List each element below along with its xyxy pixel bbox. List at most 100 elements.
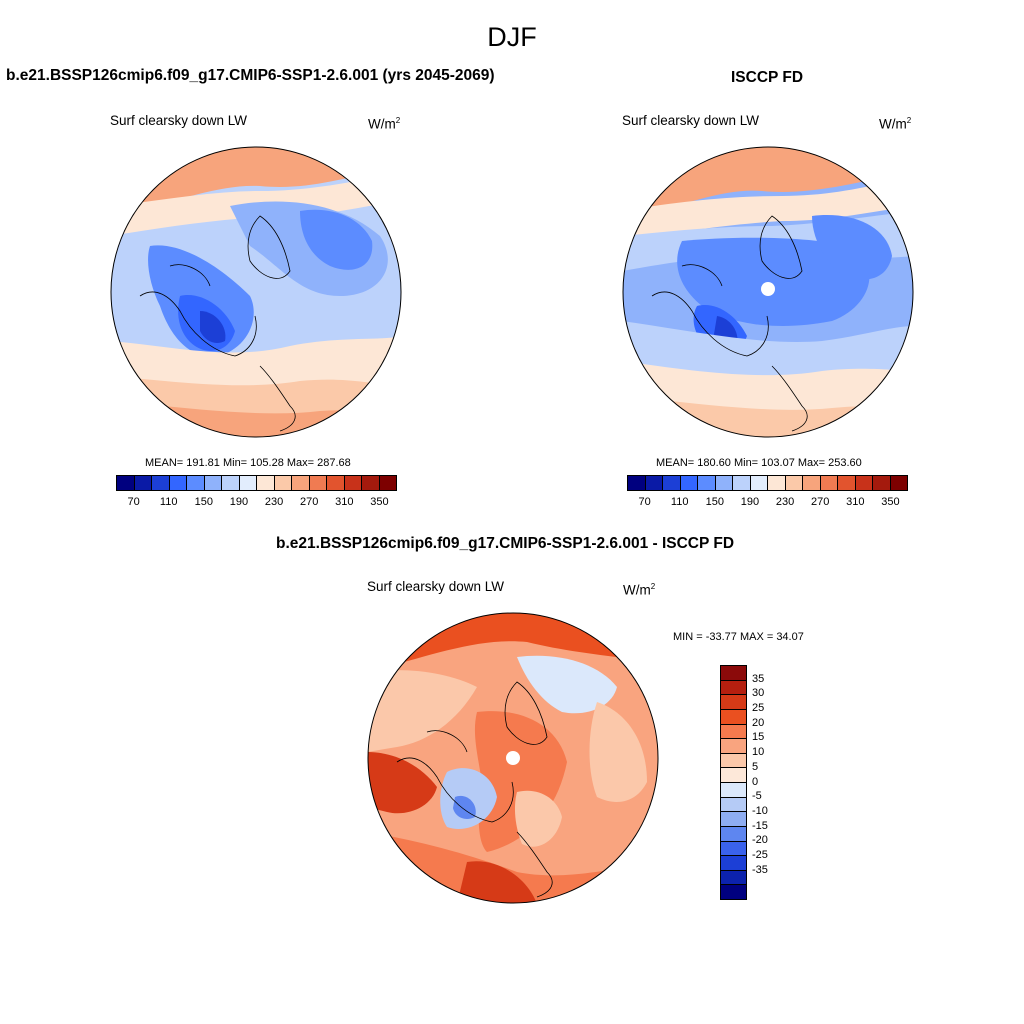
colorbar-swatch bbox=[715, 476, 733, 490]
colorbar-tick: -35 bbox=[752, 863, 768, 876]
colorbar-swatch bbox=[204, 476, 222, 490]
colorbar-swatch bbox=[721, 695, 746, 710]
diff-colorbar bbox=[720, 665, 747, 900]
figure-title: DJF bbox=[487, 22, 537, 52]
colorbar-swatch bbox=[292, 476, 310, 490]
colorbar-swatch bbox=[680, 476, 698, 490]
colorbar-swatch bbox=[239, 476, 257, 490]
colorbar-swatch bbox=[379, 476, 396, 490]
colorbar-swatch bbox=[152, 476, 170, 490]
colorbar-swatch bbox=[721, 753, 746, 769]
colorbar-swatch bbox=[890, 476, 907, 490]
diff-variable-label: Surf clearsky down LW bbox=[367, 579, 505, 594]
colorbar-tick: 190 bbox=[740, 496, 760, 508]
colorbar-swatch bbox=[768, 476, 786, 490]
colorbar-tick: -20 bbox=[752, 834, 768, 847]
colorbar-tick: 270 bbox=[811, 496, 830, 508]
colorbar-tick: 310 bbox=[335, 496, 354, 508]
colorbar-tick: -15 bbox=[752, 819, 768, 832]
colorbar-tick: 270 bbox=[300, 496, 319, 508]
colorbar-swatch bbox=[721, 768, 746, 783]
colorbar-swatch bbox=[721, 666, 746, 681]
diff-units-label: W/m2 bbox=[623, 582, 656, 598]
colorbar-tick: 230 bbox=[264, 496, 284, 508]
model-panel-title: b.e21.BSSP126cmip6.f09_g17.CMIP6-SSP1-2.… bbox=[6, 67, 495, 84]
obs-polar-map bbox=[622, 146, 914, 438]
diff-minmax-label: MIN = -33.77 MAX = 34.07 bbox=[673, 631, 804, 643]
colorbar-tick: 5 bbox=[752, 760, 759, 773]
colorbar-tick: 350 bbox=[370, 496, 389, 508]
colorbar-swatch bbox=[721, 680, 746, 696]
model-variable-label: Surf clearsky down LW bbox=[110, 113, 248, 128]
colorbar-swatch bbox=[628, 476, 646, 490]
colorbar-swatch bbox=[663, 476, 681, 490]
colorbar-swatch bbox=[873, 476, 891, 490]
model-polar-map bbox=[110, 146, 402, 438]
diff-polar-map bbox=[367, 612, 659, 904]
colorbar-swatch bbox=[721, 797, 746, 813]
colorbar-swatch bbox=[257, 476, 275, 490]
diff-panel-title: b.e21.BSSP126cmip6.f09_g17.CMIP6-SSP1-2.… bbox=[276, 535, 735, 552]
obs-colorbar-ticks: 70 110 150 190 230 270 310 350 bbox=[627, 496, 908, 510]
colorbar-swatch bbox=[803, 476, 821, 490]
model-stats-label: MEAN= 191.81 Min= 105.28 Max= 287.68 bbox=[145, 457, 351, 469]
colorbar-swatch bbox=[838, 476, 856, 490]
colorbar-tick: 30 bbox=[752, 687, 765, 700]
colorbar-tick: -5 bbox=[752, 790, 762, 803]
colorbar-tick: 310 bbox=[846, 496, 865, 508]
colorbar-tick: 25 bbox=[752, 702, 765, 715]
colorbar-swatch bbox=[134, 476, 152, 490]
colorbar-tick: 350 bbox=[881, 496, 900, 508]
colorbar-tick: 35 bbox=[752, 672, 765, 685]
diff-colorbar-ticks: 35 30 25 20 15 10 5 0 -5 -10 -15 -20 -25… bbox=[752, 665, 792, 900]
colorbar-tick: 20 bbox=[752, 716, 765, 729]
colorbar-tick: 70 bbox=[127, 496, 140, 508]
colorbar-swatch bbox=[327, 476, 345, 490]
colorbar-tick: 10 bbox=[752, 746, 765, 759]
obs-units-label: W/m2 bbox=[879, 116, 912, 132]
colorbar-swatch bbox=[721, 724, 746, 740]
model-colorbar bbox=[116, 475, 397, 491]
colorbar-swatch bbox=[117, 476, 135, 490]
colorbar-swatch bbox=[721, 812, 746, 827]
colorbar-swatch bbox=[274, 476, 292, 490]
colorbar-tick: 230 bbox=[775, 496, 795, 508]
colorbar-swatch bbox=[187, 476, 205, 490]
colorbar-swatch bbox=[721, 885, 746, 899]
colorbar-swatch bbox=[721, 709, 746, 725]
colorbar-tick: 110 bbox=[670, 496, 689, 508]
obs-variable-label: Surf clearsky down LW bbox=[622, 113, 760, 128]
colorbar-swatch bbox=[721, 841, 746, 857]
colorbar-swatch bbox=[344, 476, 362, 490]
colorbar-tick: 190 bbox=[229, 496, 249, 508]
obs-panel-title: ISCCP FD bbox=[731, 69, 804, 86]
colorbar-tick: 110 bbox=[159, 496, 178, 508]
colorbar-swatch bbox=[785, 476, 803, 490]
colorbar-tick: -10 bbox=[752, 804, 768, 817]
colorbar-swatch bbox=[733, 476, 751, 490]
colorbar-swatch bbox=[222, 476, 240, 490]
colorbar-tick: 15 bbox=[752, 731, 765, 744]
obs-colorbar bbox=[627, 475, 908, 491]
colorbar-swatch bbox=[721, 826, 746, 842]
model-colorbar-ticks: 70 110 150 190 230 270 310 350 bbox=[116, 496, 397, 510]
colorbar-tick: 150 bbox=[194, 496, 213, 508]
colorbar-swatch bbox=[169, 476, 187, 490]
colorbar-tick: 150 bbox=[705, 496, 724, 508]
colorbar-swatch bbox=[309, 476, 327, 490]
colorbar-swatch bbox=[645, 476, 663, 490]
colorbar-swatch bbox=[698, 476, 716, 490]
colorbar-swatch bbox=[855, 476, 873, 490]
colorbar-tick: 70 bbox=[638, 496, 651, 508]
colorbar-swatch bbox=[750, 476, 768, 490]
colorbar-swatch bbox=[362, 476, 380, 490]
colorbar-swatch bbox=[721, 870, 746, 886]
colorbar-swatch bbox=[721, 856, 746, 871]
colorbar-swatch bbox=[721, 783, 746, 798]
colorbar-swatch bbox=[721, 739, 746, 754]
model-units-label: W/m2 bbox=[368, 116, 401, 132]
colorbar-tick: -25 bbox=[752, 848, 768, 861]
colorbar-swatch bbox=[820, 476, 838, 490]
obs-stats-label: MEAN= 180.60 Min= 103.07 Max= 253.60 bbox=[656, 457, 862, 469]
colorbar-tick: 0 bbox=[752, 775, 759, 788]
